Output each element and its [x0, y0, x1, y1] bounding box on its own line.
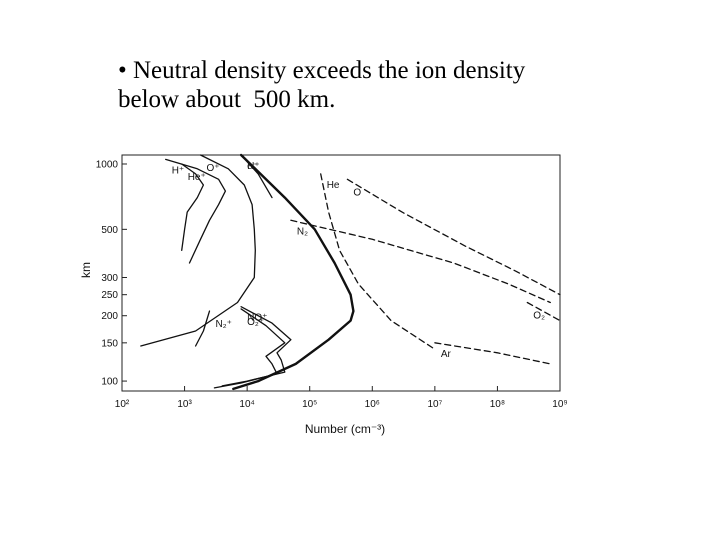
- series-line-e-minus: [232, 153, 355, 391]
- y-tick-label: 1000: [96, 159, 119, 170]
- x-axis-title: Number (cm⁻³): [305, 422, 385, 436]
- series-line-n-plus: [240, 154, 273, 199]
- x-tick-label: 10⁷: [427, 399, 442, 410]
- y-axis-title: km: [79, 262, 93, 278]
- x-tick-label: 10³: [177, 399, 192, 410]
- x-tick-label: 10²: [115, 399, 130, 410]
- y-tick-label: 500: [101, 225, 118, 236]
- bullet-line-2: below about 500 km.: [118, 86, 336, 113]
- series-label-o2: O₂: [533, 311, 545, 322]
- series-line-n2-plus: [194, 310, 211, 347]
- series-label-h-plus: H⁺: [172, 165, 185, 176]
- series-line-n2: [290, 219, 551, 304]
- plot-frame: [121, 154, 561, 392]
- series-line-o: [346, 178, 561, 296]
- y-axis: 100 150 200 250 300 500 1000: [96, 159, 127, 388]
- series-line-ar: [434, 342, 551, 365]
- series-line-o2-plus: [213, 308, 286, 389]
- series-label-ar: Ar: [441, 349, 452, 360]
- y-tick-label: 250: [101, 290, 118, 301]
- series-label-o2-plus: O₂⁺: [247, 317, 264, 328]
- series-label-n2-plus: N₂⁺: [216, 319, 232, 330]
- slide-bullet-text: • Neutral density exceeds the ion densit…: [118, 56, 638, 114]
- curve-label-layer: e⁻ He⁺H⁺ O⁺ N⁺ N₂⁺ NO⁺O₂⁺ He O N₂ O₂ Ar: [172, 161, 545, 360]
- y-tick-label: 300: [101, 273, 118, 284]
- y-tick-label: 200: [101, 311, 118, 322]
- series-line-he-plus: [181, 163, 205, 252]
- series-line-o-plus: [140, 154, 256, 347]
- x-axis: 10² 10³ 10⁴ 10⁵ 10⁶ 10⁷ 10⁸ 10⁹: [115, 386, 568, 410]
- series-label-n-plus: N⁺: [247, 161, 260, 172]
- series-label-he: He: [327, 180, 340, 191]
- y-tick-label: 100: [101, 377, 118, 388]
- series-layer: [140, 153, 561, 391]
- series-line-he: [320, 173, 436, 350]
- series-label-o-plus: O⁺: [207, 163, 220, 174]
- x-tick-label: 10⁸: [490, 399, 505, 410]
- bullet-line-1: • Neutral density exceeds the ion densit…: [118, 57, 526, 84]
- series-label-n2: N₂: [297, 226, 308, 237]
- x-tick-label: 10⁴: [239, 399, 254, 410]
- series-line-h-plus: [165, 158, 227, 264]
- x-tick-label: 10⁹: [552, 399, 567, 410]
- series-label-e-minus: e⁻: [247, 161, 258, 172]
- x-tick-label: 10⁵: [302, 399, 317, 410]
- series-label-he-plus: He⁺: [188, 172, 206, 183]
- series-label-o: O: [353, 187, 361, 198]
- series-label-no-plus: NO⁺: [247, 313, 267, 324]
- x-tick-label: 10⁶: [365, 399, 380, 410]
- series-line-o2: [526, 301, 561, 322]
- y-tick-label: 150: [101, 338, 118, 349]
